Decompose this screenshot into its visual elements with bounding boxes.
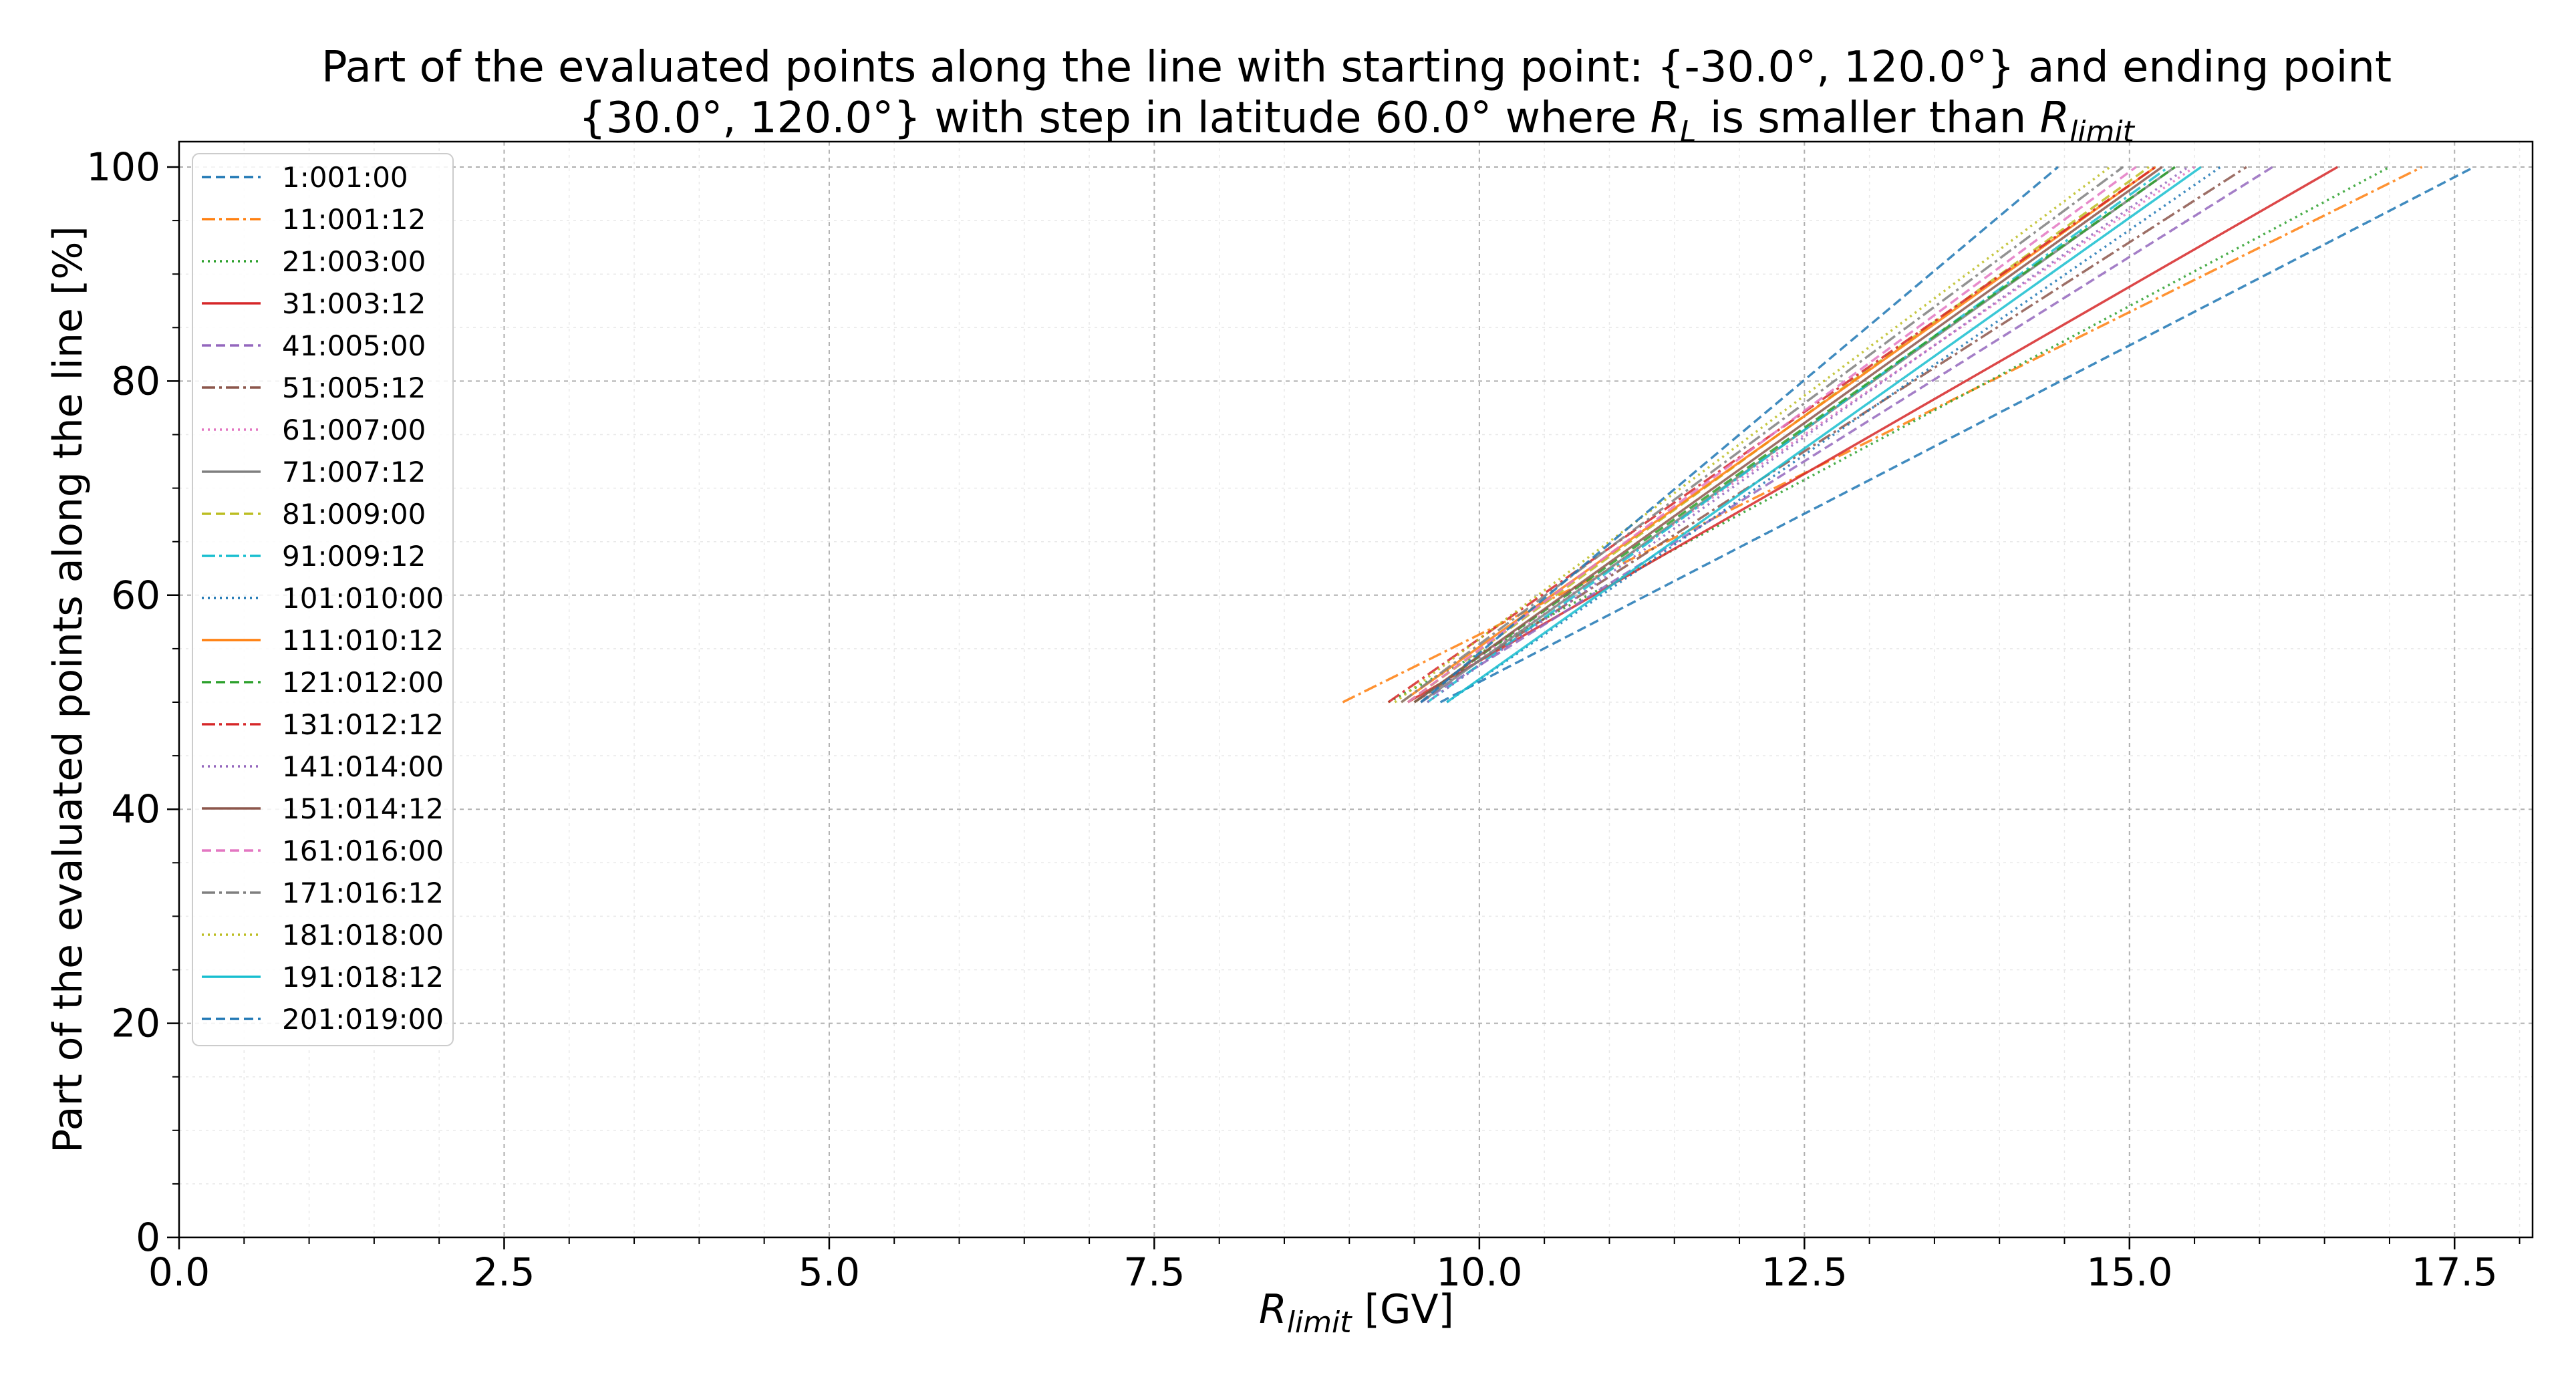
legend: 1:001:00 11:001:12 21:003:00 31:003:12 41:00… bbox=[192, 153, 454, 1046]
series-line bbox=[1413, 166, 2247, 704]
plot-frame bbox=[178, 140, 2534, 1239]
series-line bbox=[1413, 166, 2196, 704]
major-grid bbox=[179, 142, 2533, 1237]
x-axis-label: Rlimit [GV] bbox=[1259, 1286, 1454, 1340]
series-line bbox=[1439, 166, 2475, 704]
legend-label: 131:012:12 bbox=[282, 708, 444, 741]
series-line bbox=[1387, 166, 2390, 704]
legend-label: 71:007:12 bbox=[282, 456, 426, 488]
series-layer bbox=[1342, 166, 2475, 704]
y-tick-label: 100 bbox=[86, 144, 160, 190]
title-text-mid: is smaller than bbox=[1697, 94, 2040, 143]
legend-label: 181:018:00 bbox=[282, 919, 444, 951]
legend-label: 1:001:00 bbox=[282, 161, 408, 194]
series-line bbox=[1413, 166, 2176, 704]
y-tick-label: 40 bbox=[111, 786, 160, 832]
legend-label: 121:012:00 bbox=[282, 666, 444, 699]
legend-label: 201:019:00 bbox=[282, 1003, 444, 1036]
title-rlimit-symbol: R bbox=[2040, 94, 2069, 143]
legend-label: 21:003:00 bbox=[282, 245, 426, 278]
series-line bbox=[1426, 166, 2170, 704]
legend-label: 41:005:00 bbox=[282, 329, 426, 362]
y-tick-label: 60 bbox=[111, 573, 160, 618]
legend-box bbox=[192, 153, 454, 1046]
x-tick-label: 7.5 bbox=[1123, 1249, 1185, 1295]
title-text-prefix: {30.0°, 120.0°} with step in latitude 60… bbox=[579, 94, 1650, 143]
legend-label: 81:009:00 bbox=[282, 498, 426, 530]
x-tick-label: 10.0 bbox=[1436, 1249, 1522, 1295]
y-axis-label: Part of the evaluated points along the l… bbox=[45, 226, 92, 1153]
y-tick-label: 80 bbox=[111, 358, 160, 404]
series-line bbox=[1446, 166, 2202, 704]
ticks-layer: 0.0 2.5 5.0 7.5 10.0 12.5 15.0 17.5 0 20 40 60 80 100 bbox=[86, 144, 2521, 1295]
series-line bbox=[1401, 166, 2124, 704]
series-line bbox=[1420, 166, 2059, 704]
legend-label: 111:010:12 bbox=[282, 624, 444, 657]
x-tick-label: 0.0 bbox=[148, 1249, 210, 1295]
series-line bbox=[1401, 166, 2156, 704]
y-tick-label: 20 bbox=[111, 1001, 160, 1046]
x-tick-label: 17.5 bbox=[2412, 1249, 2498, 1295]
legend-label: 141:014:00 bbox=[282, 750, 444, 783]
x-tick-label: 5.0 bbox=[799, 1249, 860, 1295]
legend-label: 161:016:00 bbox=[282, 834, 444, 867]
legend-label: 101:010:00 bbox=[282, 582, 444, 615]
series-line bbox=[1446, 166, 2221, 704]
legend-label: 91:009:12 bbox=[282, 540, 426, 573]
x-tick-label: 15.0 bbox=[2086, 1249, 2172, 1295]
x-tick-label: 12.5 bbox=[1761, 1249, 1848, 1295]
y-tick-label: 0 bbox=[136, 1215, 160, 1260]
chart-title-line-1: Part of the evaluated points along the l… bbox=[321, 43, 2392, 92]
legend-label: 31:003:12 bbox=[282, 287, 426, 320]
legend-label: 61:007:00 bbox=[282, 414, 426, 446]
legend-label: 191:018:12 bbox=[282, 961, 444, 994]
legend-label: 151:014:12 bbox=[282, 792, 444, 825]
plot-area bbox=[179, 142, 2533, 1237]
legend-label: 51:005:12 bbox=[282, 371, 426, 404]
series-line bbox=[1394, 166, 2111, 704]
series-line bbox=[1407, 166, 2137, 704]
series-line bbox=[1427, 166, 2189, 704]
x-label-symbol: R bbox=[1259, 1286, 1287, 1333]
chart-title-line-2: {30.0°, 120.0°} with step in latitude 60… bbox=[579, 94, 2135, 149]
x-tick-label: 2.5 bbox=[473, 1249, 535, 1295]
series-line bbox=[1413, 166, 2163, 704]
legend-label: 11:001:12 bbox=[282, 203, 426, 236]
title-rl-symbol: R bbox=[1651, 94, 1680, 143]
x-label-unit: [GV] bbox=[1352, 1286, 1454, 1333]
x-label-subscript: limit bbox=[1287, 1306, 1353, 1340]
legend-label: 171:016:12 bbox=[282, 877, 444, 909]
series-line bbox=[1407, 166, 2338, 704]
